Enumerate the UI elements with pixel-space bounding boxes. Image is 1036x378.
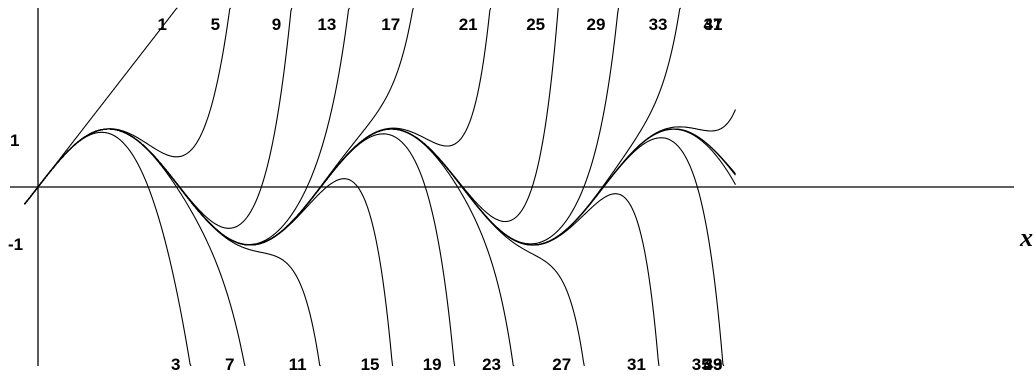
curve-label-39: 39 [704, 355, 723, 374]
curves-group [24, 7, 737, 367]
curve-label-17: 17 [381, 15, 400, 34]
curve-label-7: 7 [225, 355, 234, 374]
curve-label-3: 3 [171, 355, 180, 374]
y-tick-label-1: 1 [10, 131, 19, 150]
curve-label-15: 15 [361, 355, 380, 374]
y-tick-label-minus-1: -1 [8, 235, 23, 254]
curve-label-37: 37 [704, 15, 723, 34]
x-axis-label: x [1019, 223, 1033, 252]
curve-label-25: 25 [526, 15, 545, 34]
series-degree-43 [24, 128, 736, 246]
curve-label-1: 1 [158, 15, 167, 34]
curve-label-13: 13 [317, 15, 336, 34]
curve-label-9: 9 [272, 15, 281, 34]
curve-label-35: 35 [692, 355, 711, 374]
curve-label-23: 23 [482, 355, 501, 374]
curve-label-33: 33 [649, 15, 668, 34]
curve-label-29: 29 [587, 15, 606, 34]
curve-label-21: 21 [459, 15, 478, 34]
curve-label-19: 19 [423, 355, 442, 374]
curve-label-27: 27 [552, 355, 571, 374]
curve-label-5: 5 [211, 15, 220, 34]
curve-label-11: 11 [289, 355, 307, 374]
curve-label-41: 41 [704, 15, 723, 34]
curve-label-43: 43 [704, 355, 723, 374]
curve-label-31: 31 [627, 355, 646, 374]
